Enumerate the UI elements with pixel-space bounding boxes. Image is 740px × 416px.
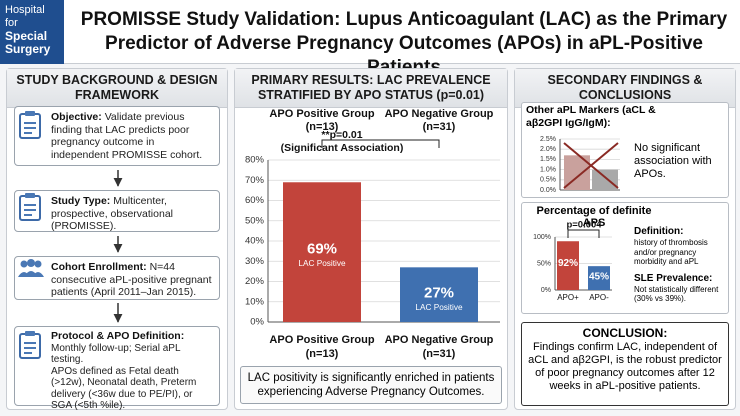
x-tick-label: APO+ <box>557 293 579 302</box>
logo-text: Special <box>5 29 48 43</box>
group-heading: APO Negative Group <box>385 108 494 120</box>
bar <box>592 169 618 190</box>
step-icons <box>18 111 44 359</box>
y-tick-label: 100% <box>533 234 551 241</box>
panel-title: SECONDARY FINDINGS & CONCLUSIONS <box>515 69 735 108</box>
x-tick-label: APO Negative Group <box>385 334 494 346</box>
definition-label: Definition: <box>634 226 684 237</box>
y-tick-label: 2.5% <box>540 136 556 143</box>
conclusion: CONCLUSION: Findings confirm LAC, indepe… <box>521 322 729 406</box>
bracket <box>567 229 600 238</box>
y-tick-label: 20% <box>245 276 265 287</box>
group-heading: APO Positive Group <box>269 108 374 120</box>
y-tick-label: 50% <box>537 260 551 267</box>
y-tick-label: 1.5% <box>540 156 556 163</box>
note: No significant association with APOs. <box>634 142 712 180</box>
group-heading: (n=13) <box>306 121 339 133</box>
sle-label: SLE Prevalence: <box>634 272 713 284</box>
step: Cohort Enrollment: N=44 consecutive aPL-… <box>14 256 220 300</box>
conclusion-label: CONCLUSION: <box>582 326 668 340</box>
header <box>0 0 740 64</box>
y-tick-label: 0% <box>541 287 551 294</box>
y-tick-label: 60% <box>245 195 265 206</box>
sub-title: Percentage of definite APS <box>536 205 652 229</box>
group-heading: (n=31) <box>423 121 456 133</box>
bar <box>588 266 610 290</box>
logo-text: Surgery <box>5 42 51 56</box>
panel: PRIMARY RESULTS: LAC PREVALENCE STRATIFI… <box>234 68 508 410</box>
step-text: Validate previous finding that LAC predi… <box>51 111 203 161</box>
y-tick-label: 50% <box>245 215 265 226</box>
panel-title: STUDY BACKGROUND & DESIGN FRAMEWORK <box>7 69 227 108</box>
step: Study Type: Multicenter, prospective, ob… <box>14 190 220 232</box>
step-text: APOs defined as Fetal death (>12w), Neon… <box>51 365 197 412</box>
definition: Definition: history of thrombosis and/or… <box>634 226 726 304</box>
sub-panel <box>521 202 729 314</box>
step-text: Multicenter, prospective, observational … <box>51 195 173 232</box>
y-tick-label: 0.0% <box>540 187 556 194</box>
y-tick-label: 0.5% <box>540 177 556 184</box>
footnote: LAC positivity is significantly enriched… <box>240 366 502 404</box>
y-tick-label: 40% <box>245 236 265 247</box>
annotation-note: (Significant Association) <box>281 142 404 154</box>
group-size: (n=31) <box>423 348 456 360</box>
y-tick-label: 80% <box>245 155 265 166</box>
step-label: Protocol & APO Definition: <box>51 330 185 342</box>
y-tick-label: 10% <box>245 296 265 307</box>
x-tick-label: APO Positive Group <box>269 334 374 346</box>
value-label: 27% <box>424 285 454 302</box>
value-label: 92% <box>558 258 578 269</box>
y-tick-label: 1.0% <box>540 166 556 173</box>
sub-panel <box>521 102 729 198</box>
bar <box>557 241 579 290</box>
panel-title: PRIMARY RESULTS: LAC PREVALENCE STRATIFI… <box>235 69 507 108</box>
group-size: (n=13) <box>306 348 339 360</box>
step-label: Cohort Enrollment: <box>51 261 147 273</box>
bar <box>400 267 478 322</box>
step-text: Monthly follow-up; Serial aPL testing. <box>51 342 181 366</box>
sub-title: Other aPL Markers (aCL & aβ2GPI IgG/IgM)… <box>526 104 656 129</box>
cross <box>563 142 619 189</box>
step: Protocol & APO Definition: Monthly follo… <box>14 326 220 411</box>
step-label: Objective: <box>51 111 102 123</box>
logo-text: for <box>5 17 18 29</box>
sle-text: Not statistically different (30% vs 39%)… <box>634 284 719 304</box>
value-label: 45% <box>589 272 609 283</box>
bar-label: LAC Positive <box>298 259 346 268</box>
definition-text: history of thrombosis and/or pregnancy m… <box>634 238 708 266</box>
bracket <box>321 139 440 148</box>
step-label: Study Type: <box>51 195 111 207</box>
annotation: p=0.004 <box>566 220 602 231</box>
y-tick-label: 70% <box>245 175 265 186</box>
step-text: N=44 consecutive aPL-positive pregnant p… <box>51 261 212 298</box>
logo-text: Hospital <box>5 4 45 16</box>
value-label: 69% <box>307 240 337 257</box>
conclusion-text: Findings confirm LAC, independent of aCL… <box>528 341 722 392</box>
logo: Hospital for Special Surgery <box>0 0 64 64</box>
bar <box>283 182 361 322</box>
step: Objective: Validate previous finding tha… <box>14 106 220 166</box>
bar-label: LAC Positive <box>415 303 463 312</box>
y-tick-label: 0% <box>250 317 264 328</box>
annotation: **p=0.01 <box>321 129 362 141</box>
y-tick-label: 2.0% <box>540 146 556 153</box>
x-tick-label: APO- <box>589 293 609 302</box>
y-tick-label: 30% <box>245 256 265 267</box>
